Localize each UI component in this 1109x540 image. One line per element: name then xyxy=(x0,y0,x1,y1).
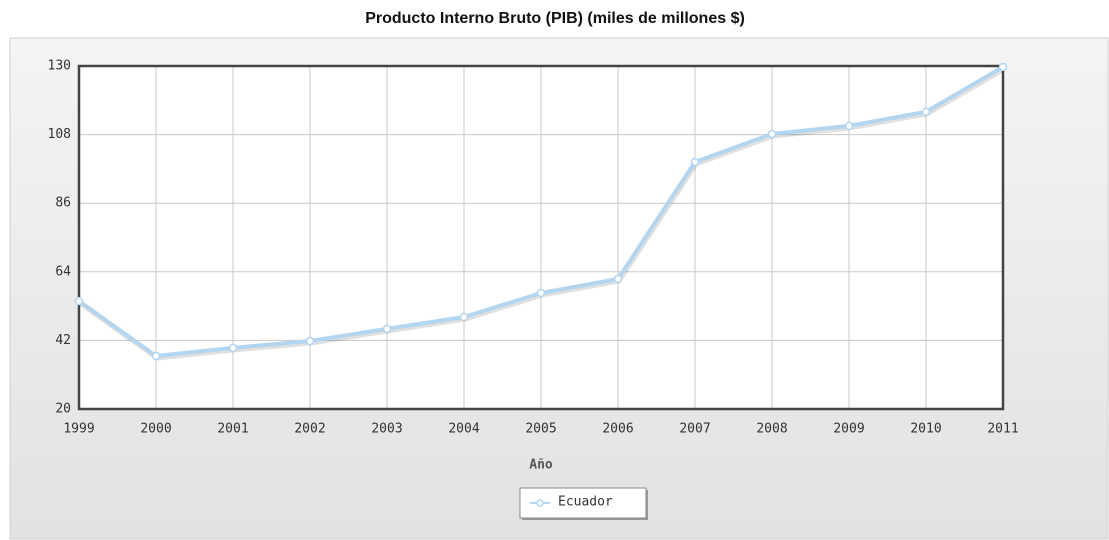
x-tick-label: 2006 xyxy=(602,422,633,437)
x-tick-label: 2009 xyxy=(833,422,864,437)
x-tick-label: 2005 xyxy=(525,422,556,437)
y-tick-label: 130 xyxy=(48,59,71,74)
point-marker xyxy=(151,351,161,361)
legend-label: Ecuador xyxy=(558,495,613,510)
chart-title: Producto Interno Bruto (PIB) (miles de m… xyxy=(365,10,745,27)
x-tick-label: 2010 xyxy=(910,422,941,437)
y-tick-label: 86 xyxy=(55,196,71,211)
point-marker xyxy=(998,62,1008,72)
plot-border xyxy=(77,64,1005,411)
point-marker xyxy=(459,312,469,322)
x-tick-label: 2011 xyxy=(987,422,1018,437)
x-tick-label: 2004 xyxy=(448,422,479,437)
x-tick-label: 2007 xyxy=(679,422,710,437)
y-tick-label: 108 xyxy=(48,127,71,142)
x-tick-label: 2000 xyxy=(140,422,171,437)
point-marker xyxy=(228,343,238,353)
point-marker xyxy=(305,336,315,346)
x-tick-label: 2001 xyxy=(217,422,248,437)
legend-marker xyxy=(536,499,544,507)
x-tick-label: 2008 xyxy=(756,422,787,437)
y-tick-label: 42 xyxy=(55,333,71,348)
x-axis-label: Año xyxy=(529,458,553,473)
y-tick-label: 20 xyxy=(55,402,71,417)
point-marker xyxy=(74,296,84,306)
point-marker xyxy=(844,121,854,131)
point-marker xyxy=(921,107,931,117)
x-tick-label: 2002 xyxy=(294,422,325,437)
point-marker xyxy=(767,129,777,139)
y-tick-label: 64 xyxy=(55,264,71,279)
point-marker xyxy=(536,288,546,298)
point-marker xyxy=(613,274,623,284)
x-tick-label: 2003 xyxy=(371,422,402,437)
point-marker xyxy=(382,324,392,334)
x-tick-label: 1999 xyxy=(63,422,94,437)
point-marker xyxy=(690,157,700,167)
